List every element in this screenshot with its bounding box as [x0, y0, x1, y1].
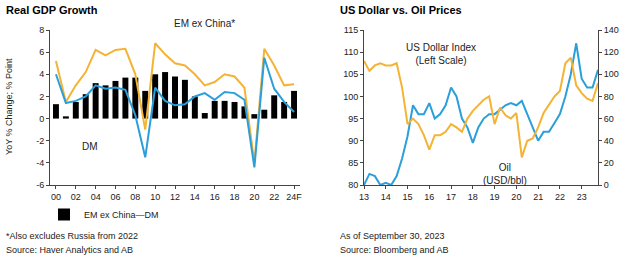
- svg-text:8: 8: [39, 25, 44, 35]
- svg-text:-6: -6: [36, 180, 44, 190]
- svg-text:105: 105: [343, 69, 358, 79]
- svg-text:YoY % Change; % Point: YoY % Change; % Point: [4, 58, 14, 155]
- svg-text:15: 15: [403, 192, 413, 202]
- svg-text:115: 115: [344, 25, 358, 35]
- svg-text:17: 17: [446, 192, 456, 202]
- svg-text:100: 100: [604, 69, 619, 79]
- svg-text:4: 4: [39, 69, 44, 79]
- svg-text:22: 22: [269, 192, 279, 202]
- svg-text:08: 08: [130, 192, 140, 202]
- svg-text:20: 20: [604, 158, 614, 168]
- svg-text:0: 0: [604, 180, 609, 190]
- svg-text:120: 120: [604, 47, 619, 57]
- svg-text:16: 16: [210, 192, 220, 202]
- svg-text:As of September 30, 2023: As of September 30, 2023: [340, 231, 445, 241]
- svg-text:Oil(USD/bbl): Oil(USD/bbl): [483, 162, 527, 186]
- svg-text:18: 18: [468, 192, 478, 202]
- svg-text:110: 110: [344, 47, 358, 57]
- svg-text:12: 12: [170, 192, 180, 202]
- svg-text:85: 85: [348, 158, 358, 168]
- svg-text:90: 90: [348, 136, 358, 146]
- svg-text:EM ex China*: EM ex China*: [174, 18, 235, 29]
- svg-text:EM ex China—DM: EM ex China—DM: [84, 210, 159, 220]
- svg-text:19: 19: [490, 192, 500, 202]
- svg-text:*Also excludes Russia from 202: *Also excludes Russia from 2022: [6, 231, 138, 241]
- svg-text:04: 04: [91, 192, 101, 202]
- svg-text:10: 10: [150, 192, 160, 202]
- svg-text:80: 80: [604, 92, 614, 102]
- svg-text:-4: -4: [36, 158, 44, 168]
- svg-text:Source: Bloomberg and AB: Source: Bloomberg and AB: [340, 245, 449, 255]
- svg-text:DM: DM: [82, 141, 98, 152]
- svg-text:0: 0: [39, 114, 44, 124]
- svg-text:24F: 24F: [286, 192, 302, 202]
- svg-text:140: 140: [604, 25, 619, 35]
- svg-text:02: 02: [71, 192, 81, 202]
- svg-text:6: 6: [39, 47, 44, 57]
- svg-text:21: 21: [533, 192, 543, 202]
- svg-text:20: 20: [511, 192, 521, 202]
- svg-text:100: 100: [343, 92, 358, 102]
- svg-text:06: 06: [110, 192, 120, 202]
- svg-text:US Dollar Index(Left Scale): US Dollar Index(Left Scale): [406, 42, 476, 66]
- svg-text:60: 60: [604, 114, 614, 124]
- svg-text:2: 2: [39, 92, 44, 102]
- svg-text:16: 16: [424, 192, 434, 202]
- svg-text:00: 00: [51, 192, 61, 202]
- svg-text:18: 18: [230, 192, 240, 202]
- svg-text:Source: Haver Analytics and AB: Source: Haver Analytics and AB: [6, 245, 133, 255]
- svg-text:Real GDP Growth: Real GDP Growth: [6, 4, 98, 16]
- svg-text:13: 13: [359, 192, 369, 202]
- svg-text:40: 40: [604, 136, 614, 146]
- svg-text:22: 22: [555, 192, 565, 202]
- svg-text:20: 20: [249, 192, 259, 202]
- svg-text:95: 95: [348, 114, 358, 124]
- svg-text:14: 14: [190, 192, 200, 202]
- svg-text:80: 80: [348, 180, 358, 190]
- svg-text:-2: -2: [36, 136, 44, 146]
- svg-text:US Dollar vs. Oil Prices: US Dollar vs. Oil Prices: [340, 4, 462, 16]
- svg-text:14: 14: [381, 192, 391, 202]
- svg-text:23: 23: [577, 192, 587, 202]
